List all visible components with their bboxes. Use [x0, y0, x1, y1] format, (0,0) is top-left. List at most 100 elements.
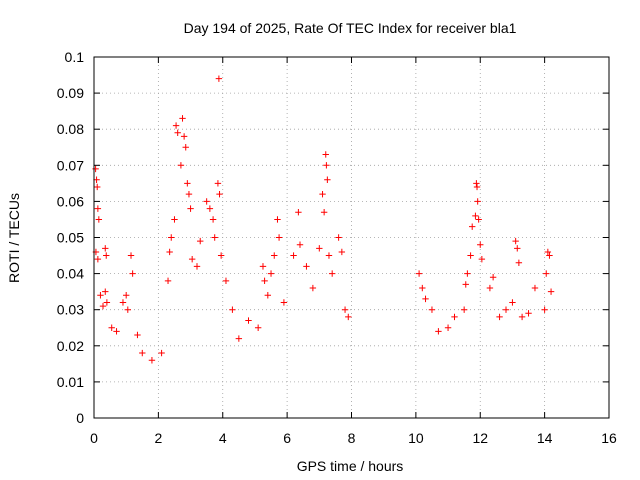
data-point — [158, 349, 165, 357]
data-point — [309, 284, 317, 292]
plot-frame — [93, 56, 610, 419]
data-point — [180, 133, 188, 140]
data-point — [134, 331, 141, 339]
data-point — [122, 292, 130, 299]
data-point — [303, 263, 310, 270]
data-point — [271, 252, 278, 259]
data-point — [338, 248, 346, 256]
data-point — [509, 299, 516, 306]
data-point — [119, 299, 127, 306]
x-tick-label: 14 — [537, 430, 553, 446]
data-point — [197, 237, 204, 245]
data-point — [179, 115, 186, 122]
data-point — [543, 270, 550, 277]
data-point — [328, 270, 336, 277]
data-point — [214, 180, 222, 187]
data-point — [94, 255, 102, 263]
data-point — [290, 252, 297, 259]
y-tick-label: 0.04 — [57, 266, 84, 282]
data-point — [341, 306, 349, 313]
y-tick-label: 0.02 — [57, 338, 84, 354]
data-point — [451, 313, 458, 321]
data-point — [177, 162, 185, 169]
data-point — [229, 306, 236, 313]
data-point — [94, 205, 102, 212]
data-point — [320, 209, 328, 216]
data-point — [171, 216, 178, 223]
data-point — [518, 313, 526, 321]
data-point — [419, 284, 426, 292]
y-tick-label: 0.07 — [57, 157, 84, 173]
data-point — [467, 252, 474, 259]
data-point — [512, 237, 519, 245]
data-point — [203, 198, 210, 205]
x-tick-label: 2 — [154, 430, 162, 446]
x-tick-label: 10 — [408, 430, 424, 446]
data-point — [473, 183, 481, 191]
data-point — [124, 306, 131, 313]
data-point — [172, 122, 180, 129]
data-point — [148, 357, 156, 364]
data-point — [168, 234, 175, 241]
data-point — [184, 180, 191, 187]
data-point — [325, 252, 333, 259]
data-point — [547, 288, 555, 295]
data-point — [264, 292, 272, 299]
y-tick-label: 0.08 — [57, 121, 84, 137]
data-point — [254, 324, 262, 331]
y-tick-label: 0.1 — [65, 49, 85, 65]
data-point — [127, 252, 135, 259]
data-point — [280, 299, 288, 306]
data-point — [275, 234, 283, 241]
data-point — [296, 241, 304, 248]
data-point — [103, 299, 111, 306]
data-point — [102, 245, 109, 252]
data-point — [345, 313, 352, 321]
data-point — [95, 216, 103, 223]
x-tick-label: 12 — [472, 430, 488, 446]
y-tick-label: 0.01 — [57, 374, 84, 390]
data-point — [475, 216, 482, 223]
data-point — [139, 349, 146, 357]
data-point — [531, 284, 539, 292]
data-point — [316, 245, 323, 252]
data-point — [514, 245, 521, 252]
data-point — [187, 205, 194, 212]
x-axis-title: GPS time / hours — [297, 458, 404, 474]
data-point — [129, 270, 136, 277]
data-point — [415, 270, 423, 277]
data-point — [473, 180, 480, 187]
data-point — [274, 216, 281, 223]
data-point — [515, 259, 523, 266]
data-point — [444, 324, 452, 331]
data-point — [486, 284, 494, 292]
data-point — [209, 216, 217, 223]
data-point — [478, 255, 486, 263]
data-point — [295, 209, 302, 216]
x-tick-label: 0 — [90, 430, 98, 446]
data-point — [335, 234, 342, 241]
x-tick-label: 4 — [219, 430, 227, 446]
data-point — [245, 317, 252, 324]
y-tick-label: 0.03 — [57, 302, 84, 318]
data-point — [267, 270, 275, 277]
data-point — [319, 190, 326, 198]
y-tick-label: 0 — [76, 410, 84, 426]
y-tick-label: 0.09 — [57, 85, 84, 101]
data-point — [525, 310, 532, 317]
data-point — [435, 328, 442, 335]
x-tick-label: 6 — [283, 430, 291, 446]
data-point — [464, 270, 471, 277]
y-tick-label: 0.05 — [57, 230, 84, 246]
data-point — [211, 234, 218, 241]
data-point — [422, 295, 429, 303]
data-point — [164, 277, 172, 285]
data-point — [102, 288, 109, 295]
data-point — [206, 205, 214, 212]
data-point — [174, 129, 181, 137]
data-point — [462, 281, 469, 288]
data-point — [97, 292, 104, 299]
data-point — [94, 183, 101, 191]
data-point — [217, 252, 225, 259]
